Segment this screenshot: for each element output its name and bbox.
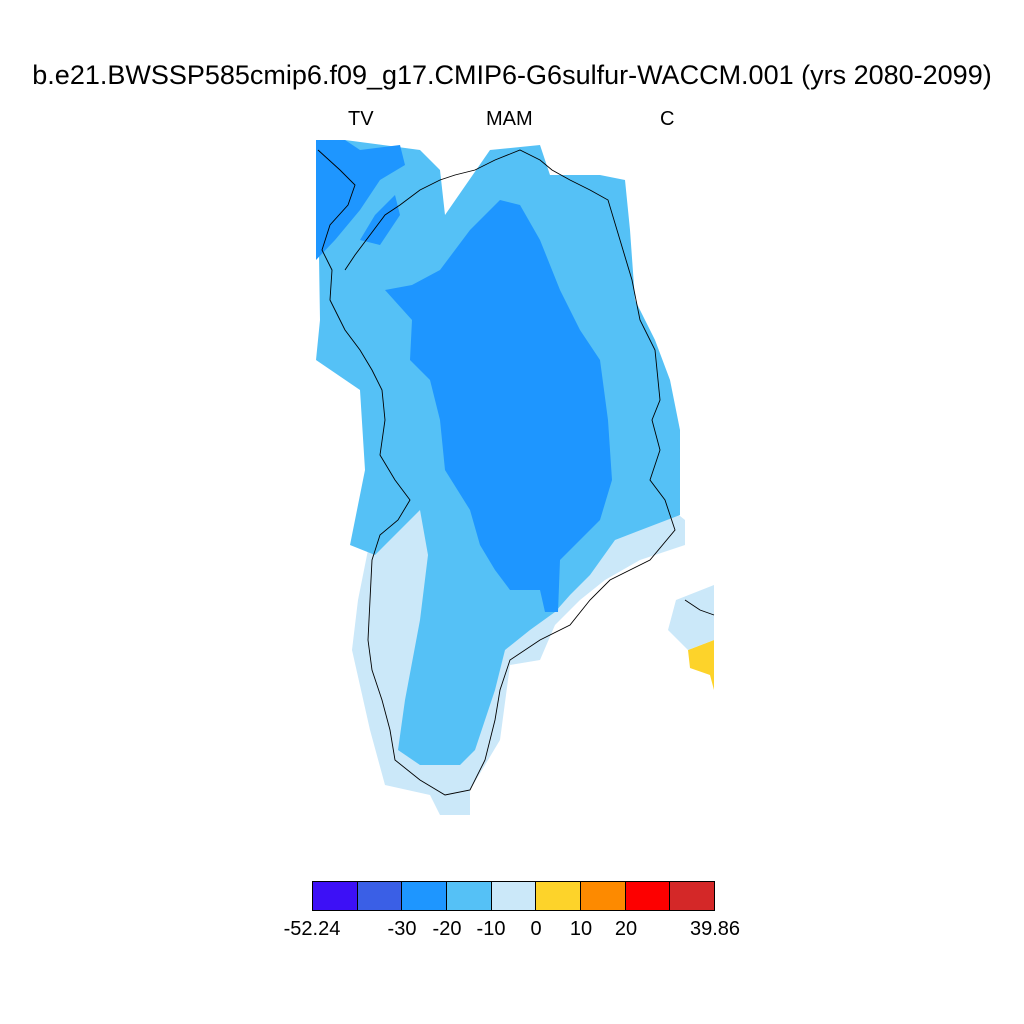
colorbar-label: -10 (476, 918, 506, 940)
map-title: b.e21.BWSSP585cmip6.f09_g17.CMIP6-G6sulf… (32, 60, 992, 90)
region-nw-dark (316, 140, 405, 260)
colorbar-label: 20 (614, 918, 638, 940)
colorbar-label: -20 (432, 918, 462, 940)
colorbar-swatch (670, 882, 715, 910)
colorbar-label: 0 (530, 918, 542, 940)
region-nw-strip (360, 195, 400, 245)
region-se-light (668, 585, 714, 650)
colorbar-swatch (447, 882, 492, 910)
colorbar (312, 881, 715, 911)
variable-label: TV (348, 108, 374, 130)
colorbar-swatch (313, 882, 358, 910)
colorbar-swatch (402, 882, 448, 910)
colorbar-swatch (581, 882, 626, 910)
colorbar-label: 10 (569, 918, 593, 940)
coastline-se (684, 599, 715, 616)
colorbar-label: -52.24 (283, 918, 341, 940)
colorbar-label: 39.86 (689, 918, 741, 940)
region-positive (688, 640, 714, 690)
region-deep (385, 200, 612, 612)
colorbar-swatch (491, 882, 537, 910)
colorbar-swatch (357, 882, 403, 910)
colorbar-swatch (536, 882, 582, 910)
season-label: MAM (486, 108, 533, 130)
coastline (317, 149, 676, 796)
units-label: C (660, 108, 675, 130)
colorbar-swatch (625, 882, 671, 910)
colorbar-label: -30 (387, 918, 417, 940)
